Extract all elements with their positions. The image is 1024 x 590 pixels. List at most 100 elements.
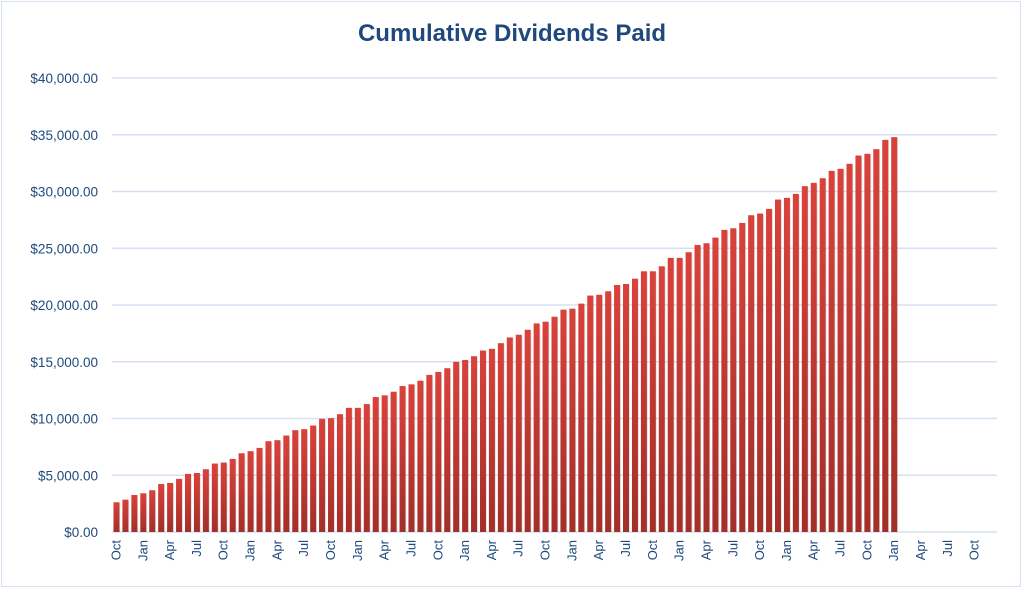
x-tick-label: Apr (377, 539, 392, 560)
x-tick-label: Oct (216, 540, 231, 561)
bar (292, 430, 299, 532)
bar (229, 458, 236, 532)
x-tick-label: Apr (162, 539, 177, 560)
bar (167, 482, 174, 532)
x-tick-label: Jul (296, 540, 311, 557)
bar (479, 350, 486, 532)
bar (766, 208, 773, 533)
bar (828, 170, 835, 532)
bar (310, 425, 317, 532)
bar (488, 348, 495, 532)
bar (524, 329, 531, 532)
bar (596, 294, 603, 532)
bar (345, 407, 352, 532)
bar (238, 453, 245, 532)
bar (783, 197, 790, 532)
bar (587, 295, 594, 532)
bar (149, 490, 156, 532)
x-tick-label: Jan (135, 540, 150, 561)
bar (837, 168, 844, 533)
x-tick-label: Apr (806, 539, 821, 560)
bar (757, 213, 764, 533)
bar (319, 418, 326, 532)
bar (667, 257, 674, 532)
bar (176, 478, 183, 532)
bar (444, 368, 451, 532)
bar (774, 199, 781, 532)
y-tick-label: $10,000.00 (30, 412, 98, 427)
bar (551, 316, 558, 532)
bar (354, 407, 361, 532)
bar (283, 435, 290, 532)
bar (381, 395, 388, 532)
bar (497, 343, 504, 532)
bar (649, 271, 656, 532)
bar (801, 186, 808, 532)
x-tick-label: Jan (243, 540, 258, 561)
x-tick-label: Jan (672, 540, 687, 561)
x-tick-label: Jan (457, 540, 472, 561)
x-tick-label: Oct (430, 540, 445, 561)
bar (390, 391, 397, 532)
x-tick-label: Jul (511, 540, 526, 557)
bar (533, 323, 540, 532)
x-tick-label: Jan (779, 540, 794, 561)
bar (730, 228, 737, 533)
bar (122, 499, 129, 532)
bar (864, 153, 871, 532)
bar (739, 222, 746, 532)
bar (363, 404, 370, 532)
bar (676, 257, 683, 532)
bar (891, 137, 898, 533)
bar (515, 334, 522, 532)
x-tick-label: Apr (484, 539, 499, 560)
bar (614, 285, 621, 532)
bar (882, 139, 889, 533)
bar (140, 493, 147, 532)
x-tick-label: Jan (886, 540, 901, 561)
bar (721, 229, 728, 532)
bar (640, 271, 647, 532)
x-tick-label: Jul (940, 540, 955, 557)
bar (274, 440, 281, 532)
bar (846, 163, 853, 532)
bar (301, 429, 308, 532)
x-tick-label: Oct (323, 540, 338, 561)
bar (605, 291, 612, 532)
x-tick-label: Apr (913, 539, 928, 560)
x-tick-label: Oct (538, 540, 553, 561)
bar (623, 284, 630, 532)
y-tick-label: $5,000.00 (38, 468, 98, 483)
bar (453, 361, 460, 532)
bar (569, 308, 576, 532)
y-tick-label: $35,000.00 (30, 128, 98, 143)
x-tick-label: Oct (645, 540, 660, 561)
bar (220, 462, 227, 532)
bar (372, 397, 379, 532)
bar (184, 473, 191, 532)
bar (578, 303, 585, 532)
bar (435, 371, 442, 532)
bar (560, 309, 567, 532)
bar (462, 359, 469, 532)
bar (471, 356, 478, 532)
bar (855, 155, 862, 532)
y-tick-label: $0.00 (64, 525, 98, 540)
y-tick-label: $30,000.00 (30, 185, 98, 200)
bar (426, 374, 433, 532)
bar (328, 418, 335, 532)
x-tick-label: Apr (269, 539, 284, 560)
x-tick-label: Jan (564, 540, 579, 561)
bar (265, 441, 272, 532)
bar (158, 483, 165, 532)
bar (113, 502, 120, 532)
bar (417, 380, 424, 532)
bar (685, 252, 692, 532)
x-tick-label: Jul (403, 540, 418, 557)
bar (792, 193, 799, 533)
x-tick-label: Jul (618, 540, 633, 557)
bar (631, 278, 638, 532)
bar (542, 321, 549, 532)
